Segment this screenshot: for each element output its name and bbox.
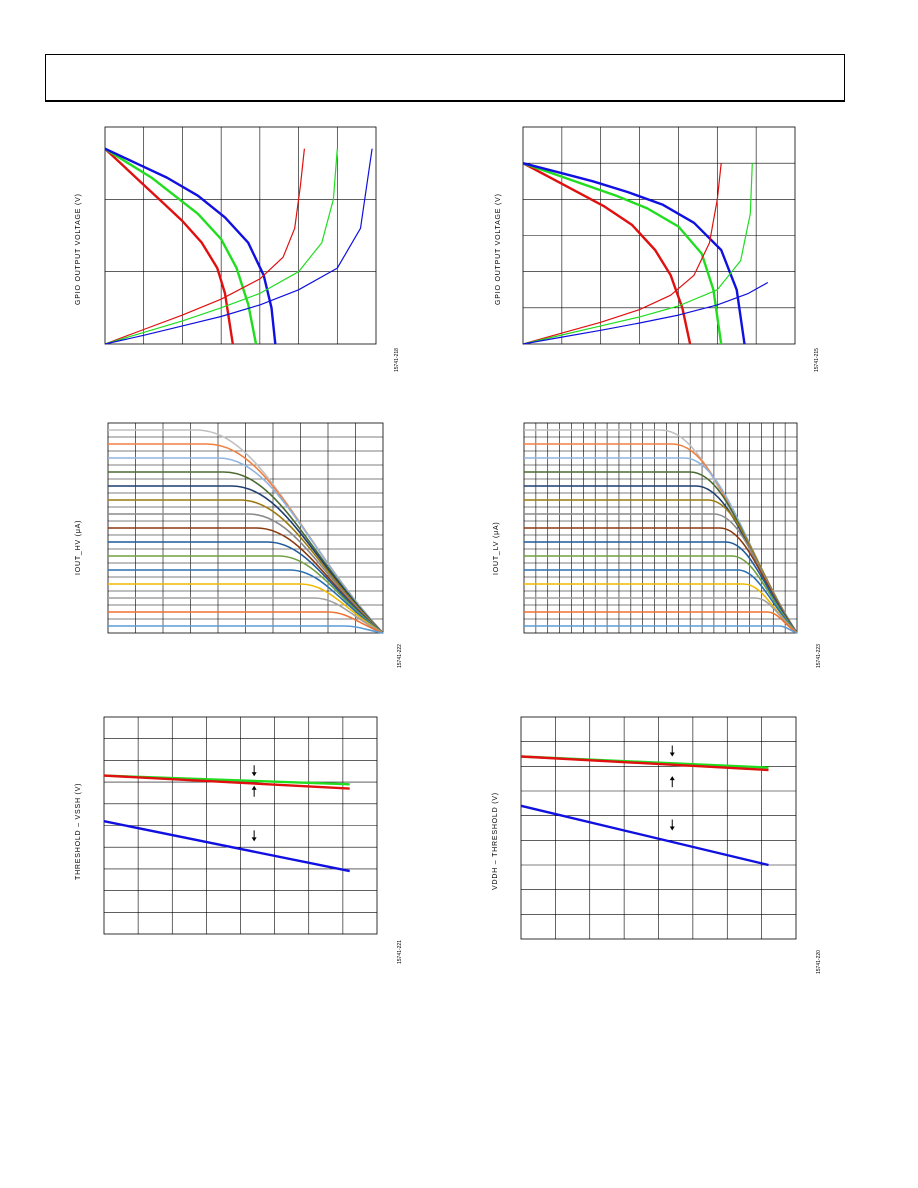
page-header-box bbox=[45, 54, 845, 102]
series-line-13 bbox=[524, 597, 798, 634]
series-line-5 bbox=[104, 148, 338, 345]
chart5-figure-id: 15741-221 bbox=[397, 940, 403, 964]
series-line-4 bbox=[104, 148, 305, 345]
series-line-2 bbox=[104, 147, 258, 345]
annotation-arrow-2-head bbox=[669, 776, 675, 781]
series-line-3 bbox=[104, 147, 277, 345]
series-line-12 bbox=[108, 583, 384, 634]
chart5-ylabel: THRESHOLD – VSSH (V) bbox=[75, 783, 82, 880]
series-line-4 bbox=[522, 163, 722, 345]
series-line-3 bbox=[103, 820, 350, 873]
series-line-1 bbox=[524, 429, 798, 634]
series-line-14 bbox=[524, 611, 798, 634]
series-line-2 bbox=[522, 162, 723, 345]
chart4-ylabel: IOUT_LV (μA) bbox=[493, 521, 500, 575]
plot-frame bbox=[522, 126, 796, 345]
chart-2 bbox=[522, 126, 796, 345]
series-line-3 bbox=[520, 804, 769, 867]
chart1-figure-id: 15741-218 bbox=[394, 348, 400, 372]
chart4-figure-id: 15741-223 bbox=[816, 644, 822, 668]
annotation-arrow-3-head bbox=[669, 826, 675, 831]
series-line-2 bbox=[520, 755, 769, 772]
annotation-arrow-1-head bbox=[669, 752, 675, 757]
series-line-15 bbox=[524, 625, 798, 634]
chart-3 bbox=[107, 422, 384, 634]
plot-frame bbox=[520, 716, 797, 940]
chart6-ylabel: VDDH – THRESHOLD (V) bbox=[492, 792, 499, 890]
plot-frame bbox=[104, 126, 377, 345]
chart-1 bbox=[104, 126, 377, 345]
series-line-3 bbox=[524, 457, 798, 634]
chart6-figure-id: 15741-220 bbox=[816, 950, 822, 974]
chart1-ylabel: GPIO OUTPUT VOLTAGE (V) bbox=[75, 193, 82, 305]
chart-6 bbox=[520, 716, 797, 940]
series-line-3 bbox=[108, 457, 384, 634]
chart2-ylabel: GPIO OUTPUT VOLTAGE (V) bbox=[495, 193, 502, 305]
series-line-4 bbox=[524, 471, 798, 634]
plot-frame bbox=[103, 716, 378, 935]
annotation-arrow-2-head bbox=[251, 785, 257, 790]
series-line-3 bbox=[522, 162, 746, 345]
series-line-13 bbox=[108, 597, 384, 634]
series-line-5 bbox=[522, 163, 753, 345]
annotation-arrow-1-head bbox=[251, 772, 257, 777]
series-line-14 bbox=[108, 611, 384, 634]
chart2-figure-id: 15741-215 bbox=[814, 348, 820, 372]
annotation-arrow-3-head bbox=[251, 837, 257, 842]
chart3-figure-id: 15741-222 bbox=[397, 644, 403, 668]
series-line-6 bbox=[522, 281, 769, 345]
chart-4 bbox=[523, 422, 798, 634]
series-line-2 bbox=[103, 774, 350, 790]
chart3-ylabel: IOUT_HV (μA) bbox=[75, 520, 82, 575]
series-line-6 bbox=[104, 148, 373, 345]
chart-5 bbox=[103, 716, 378, 935]
series-line-1 bbox=[522, 162, 692, 345]
series-line-15 bbox=[108, 625, 384, 634]
series-line-11 bbox=[108, 569, 384, 634]
series-line-11 bbox=[524, 569, 798, 634]
